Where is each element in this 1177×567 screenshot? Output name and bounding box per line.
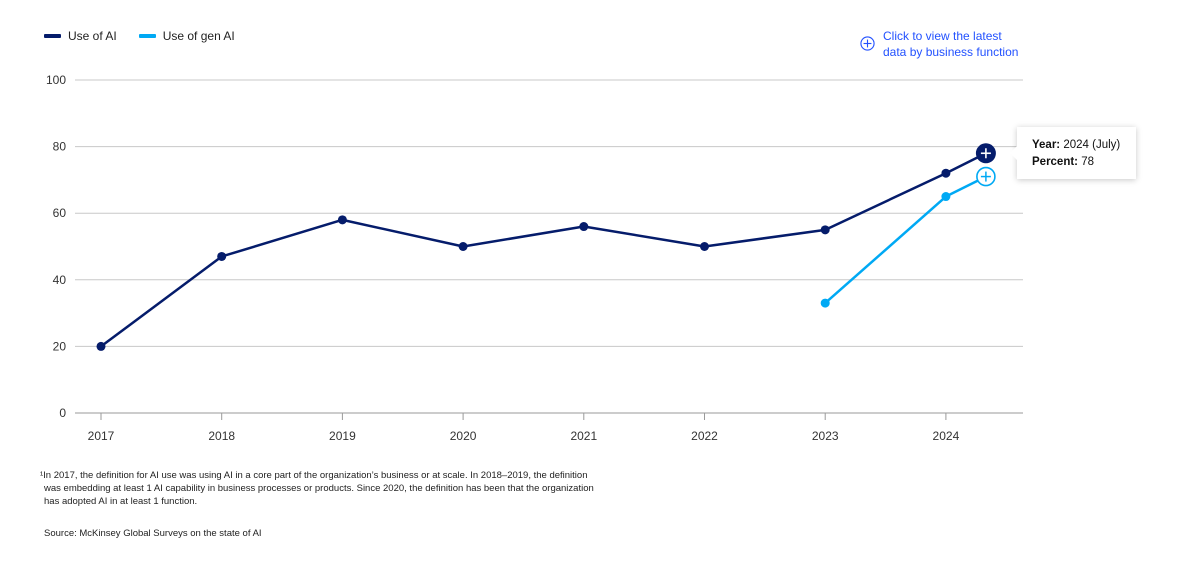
x-tick-label-2022: 2022	[691, 429, 718, 443]
footnote-line-3: has adopted AI in at least 1 function.	[44, 496, 198, 507]
footnote-line-2: was embedding at least 1 AI capability i…	[44, 483, 594, 494]
x-tick-label-2018: 2018	[208, 429, 235, 443]
y-tick-label-40: 40	[53, 273, 67, 287]
data-point-use-of-gen-ai-2024	[941, 192, 951, 202]
data-point-use-of-ai-2024	[941, 168, 951, 178]
x-tick-label-2021: 2021	[570, 429, 597, 443]
data-point-use-of-ai-latest	[975, 143, 996, 164]
legend-item-use-of-gen-ai[interactable]: Use of gen AI	[138, 29, 235, 43]
legend-swatch-use-of-gen-ai	[138, 34, 156, 38]
legend-label-use-of-gen-ai: Use of gen AI	[162, 29, 235, 43]
data-point-use-of-ai-2018	[217, 251, 227, 261]
footnote-line-1: ¹In 2017, the definition for AI use was …	[40, 470, 588, 481]
cta-line-2: data by business function	[883, 45, 1019, 59]
chart-legend: Use of AI Use of gen AI	[44, 29, 235, 43]
cta-line-1: Click to view the latest	[883, 29, 1002, 43]
x-tick-label-2019: 2019	[329, 429, 356, 443]
y-tick-label-100: 100	[46, 73, 66, 87]
legend-item-use-of-ai[interactable]: Use of AI	[44, 29, 117, 43]
y-tick-label-20: 20	[53, 339, 67, 353]
data-point-use-of-ai-2019	[337, 215, 347, 225]
tooltip-year-row: Year: 2024 (July)	[1032, 137, 1136, 154]
plus-circle-icon	[860, 36, 875, 51]
x-tick-label-2017: 2017	[88, 429, 115, 443]
x-tick-label-2024: 2024	[933, 429, 960, 443]
tooltip-percent-label: Percent:	[1032, 156, 1079, 168]
data-point-use-of-gen-ai-2023	[820, 298, 830, 308]
data-point-use-of-ai-2017	[96, 341, 106, 351]
data-point-use-of-gen-ai-latest	[976, 166, 996, 187]
y-tick-label-60: 60	[53, 206, 67, 220]
view-latest-data-text: Click to view the latest data by busines…	[883, 28, 1028, 60]
tooltip-percent-row: Percent: 78	[1032, 154, 1136, 171]
chart-series	[96, 143, 996, 351]
source-note: Source: McKinsey Global Surveys on the s…	[44, 528, 262, 539]
view-latest-data-link[interactable]: Click to view the latest data by busines…	[860, 28, 1028, 60]
data-point-use-of-ai-2023	[820, 225, 830, 235]
data-point-tooltip: Year: 2024 (July) Percent: 78	[1010, 127, 1136, 179]
x-tick-label-2020: 2020	[450, 429, 477, 443]
y-axis-ticks: 0 20 40 60 80 100	[46, 73, 66, 420]
x-tick-label-2023: 2023	[812, 429, 839, 443]
footnote: ¹In 2017, the definition for AI use was …	[40, 469, 640, 508]
tooltip-percent-value: 78	[1081, 156, 1095, 168]
data-point-use-of-ai-2020	[458, 242, 468, 251]
tooltip-year-label: Year:	[1032, 139, 1061, 151]
legend-swatch-use-of-ai	[44, 34, 61, 38]
data-point-use-of-ai-2021	[579, 222, 589, 232]
y-tick-label-80: 80	[53, 140, 67, 154]
grid-lines	[75, 79, 1023, 414]
x-axis: 2017 2018 2019 2020 2021 2022 2023 2024	[88, 413, 960, 443]
series-line-use-of-gen-ai	[824, 175, 987, 305]
y-tick-label-0: 0	[59, 406, 66, 420]
legend-label-use-of-ai: Use of AI	[68, 29, 117, 43]
tooltip-year-value: 2024 (July)	[1063, 139, 1121, 151]
series-line-use-of-ai	[100, 152, 987, 348]
data-point-use-of-ai-2022	[700, 242, 709, 251]
